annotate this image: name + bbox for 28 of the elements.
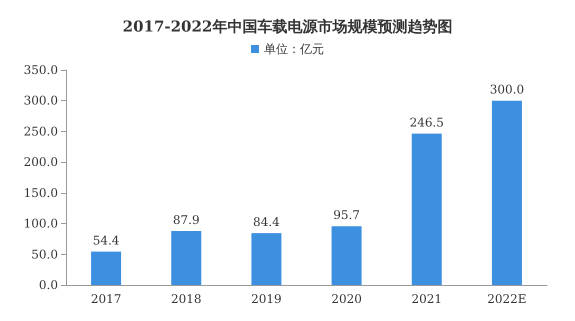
data-label: 300.0 bbox=[490, 82, 524, 97]
bar bbox=[412, 134, 442, 285]
y-tick-label: 250.0 bbox=[24, 124, 58, 138]
bar bbox=[91, 252, 122, 285]
data-label: 246.5 bbox=[410, 116, 444, 130]
y-tick-label: 0.0 bbox=[38, 278, 58, 292]
data-label: 54.4 bbox=[92, 234, 120, 248]
legend-label: 单位：亿元 bbox=[264, 42, 324, 56]
x-tick-label: 2018 bbox=[170, 292, 202, 306]
data-label: 95.7 bbox=[333, 208, 360, 222]
data-label: 84.4 bbox=[253, 215, 280, 230]
bar bbox=[251, 233, 282, 285]
y-tick-label: 50.0 bbox=[31, 247, 58, 262]
x-tick-label: 2020 bbox=[331, 292, 362, 306]
y-tick-label: 100.0 bbox=[24, 216, 58, 231]
data-label: 87.9 bbox=[172, 213, 200, 228]
x-tick-label: 2021 bbox=[411, 292, 442, 306]
bar bbox=[171, 231, 202, 285]
bar bbox=[332, 226, 362, 285]
x-tick-label: 2017 bbox=[90, 292, 122, 306]
bar bbox=[492, 100, 522, 285]
chart-title: 2017-2022年中国车载电源市场规模预测趋势图 bbox=[122, 18, 452, 36]
y-tick-label: 150.0 bbox=[24, 186, 58, 200]
y-tick-label: 350.0 bbox=[24, 63, 58, 77]
y-tick-label: 300.0 bbox=[24, 94, 58, 108]
x-tick-label: 2019 bbox=[251, 292, 282, 306]
y-tick-label: 200.0 bbox=[24, 155, 58, 170]
x-tick-label: 2022E bbox=[487, 292, 527, 306]
